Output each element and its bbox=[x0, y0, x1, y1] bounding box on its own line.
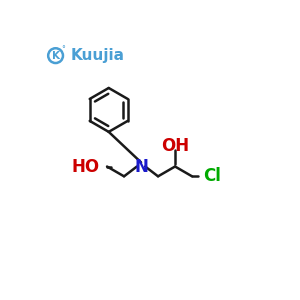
Text: °: ° bbox=[61, 45, 65, 54]
Text: Kuujia: Kuujia bbox=[70, 48, 124, 63]
Text: HO: HO bbox=[72, 158, 100, 175]
Text: Cl: Cl bbox=[204, 167, 221, 185]
Text: K: K bbox=[52, 51, 60, 61]
Text: OH: OH bbox=[161, 137, 189, 155]
Text: N: N bbox=[134, 158, 148, 175]
